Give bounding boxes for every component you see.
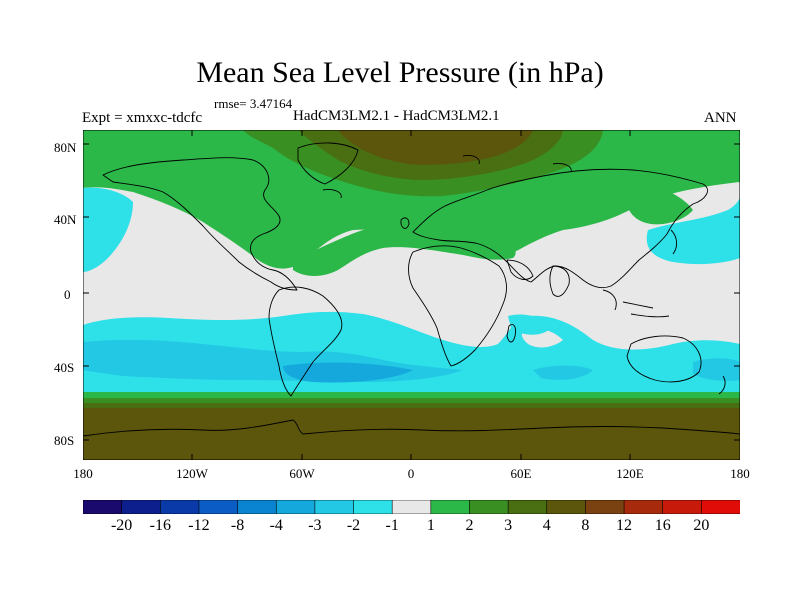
field-arctic-brown	[338, 130, 533, 165]
colorbar-label: -3	[308, 517, 322, 534]
colorbar	[83, 500, 740, 514]
colorbar-label: -1	[385, 517, 399, 534]
field-south-green	[83, 392, 740, 398]
field-npacific-cyan	[83, 187, 133, 272]
rmse-label: rmse= 3.47164	[214, 96, 293, 111]
colorbar-label: -8	[230, 517, 245, 534]
colorbar-swatch	[662, 500, 703, 514]
lat-label-0: 0	[64, 287, 71, 302]
colorbar-swatch	[430, 500, 471, 514]
colorbar-swatch	[83, 500, 123, 514]
lon-label-0: 0	[407, 466, 415, 481]
field-nwpacific-cyan	[646, 196, 740, 265]
coastlines	[83, 142, 740, 437]
field-south-olive	[83, 403, 740, 408]
field-north-green	[83, 130, 740, 269]
colorbar-swatch	[237, 500, 278, 514]
colorbar-label: -4	[269, 517, 283, 534]
lat-label-40n: 40N	[54, 212, 77, 227]
colorbar-swatch	[314, 500, 355, 514]
pressure-map	[83, 130, 740, 460]
colorbar-swatch	[507, 500, 548, 514]
colorbar-swatch	[701, 500, 740, 514]
lon-label-180e: 180	[730, 466, 750, 481]
colorbar-label: 3	[504, 517, 513, 534]
field-south-lightblue-indian	[533, 365, 593, 380]
field-indian-cyan	[508, 314, 551, 335]
field-npacific-green	[627, 182, 693, 225]
field-south-lightblue-pacific	[693, 358, 740, 381]
field-south-darkgreen	[83, 398, 740, 403]
lon-label-60e: 60E	[510, 466, 532, 481]
lat-label-40s: 40S	[54, 360, 75, 375]
colorbar-swatch	[585, 500, 625, 514]
lon-label-180w: 180	[73, 466, 93, 481]
experiment-label: Expt = xmxxc-tdcfc	[82, 110, 203, 126]
colorbar-swatch	[546, 500, 587, 514]
colorbar-label: -2	[346, 517, 361, 534]
colorbar-label: 20	[693, 517, 710, 534]
field-south-midblue	[283, 362, 413, 383]
colorbar-label: 2	[465, 517, 474, 534]
colorbar-label: -16	[149, 517, 171, 534]
models-label: HadCM3LM2.1 - HadCM3LM2.1	[293, 108, 500, 124]
field-atlantic-green	[293, 224, 516, 276]
colorbar-swatch	[469, 500, 509, 514]
season-label: ANN	[704, 110, 737, 126]
map-ticks	[83, 130, 740, 460]
colorbar-label: 12	[616, 517, 633, 534]
lat-label-80s: 80S	[54, 433, 75, 448]
lat-label-80n: 80N	[54, 140, 77, 155]
field-south-brown	[83, 408, 740, 460]
colorbar-swatch	[159, 500, 200, 514]
lon-label-60w: 60W	[289, 466, 315, 481]
colorbar-label: 4	[542, 517, 551, 534]
colorbar-swatch	[391, 500, 432, 514]
lon-label-120w: 120W	[176, 466, 208, 481]
colorbar-swatch	[275, 500, 316, 514]
colorbar-label: 8	[581, 517, 590, 534]
colorbar-label: 1	[426, 517, 435, 534]
colorbar-label: 16	[654, 517, 671, 534]
colorbar-label: -12	[188, 517, 210, 534]
plot-title: Mean Sea Level Pressure (in hPa)	[196, 56, 604, 89]
colorbar-swatch	[353, 500, 393, 514]
lon-label-120e: 120E	[616, 466, 644, 481]
colorbar-swatch	[623, 500, 664, 514]
colorbar-swatch	[121, 500, 162, 514]
colorbar-label: -20	[110, 517, 133, 534]
colorbar-swatch	[198, 500, 239, 514]
